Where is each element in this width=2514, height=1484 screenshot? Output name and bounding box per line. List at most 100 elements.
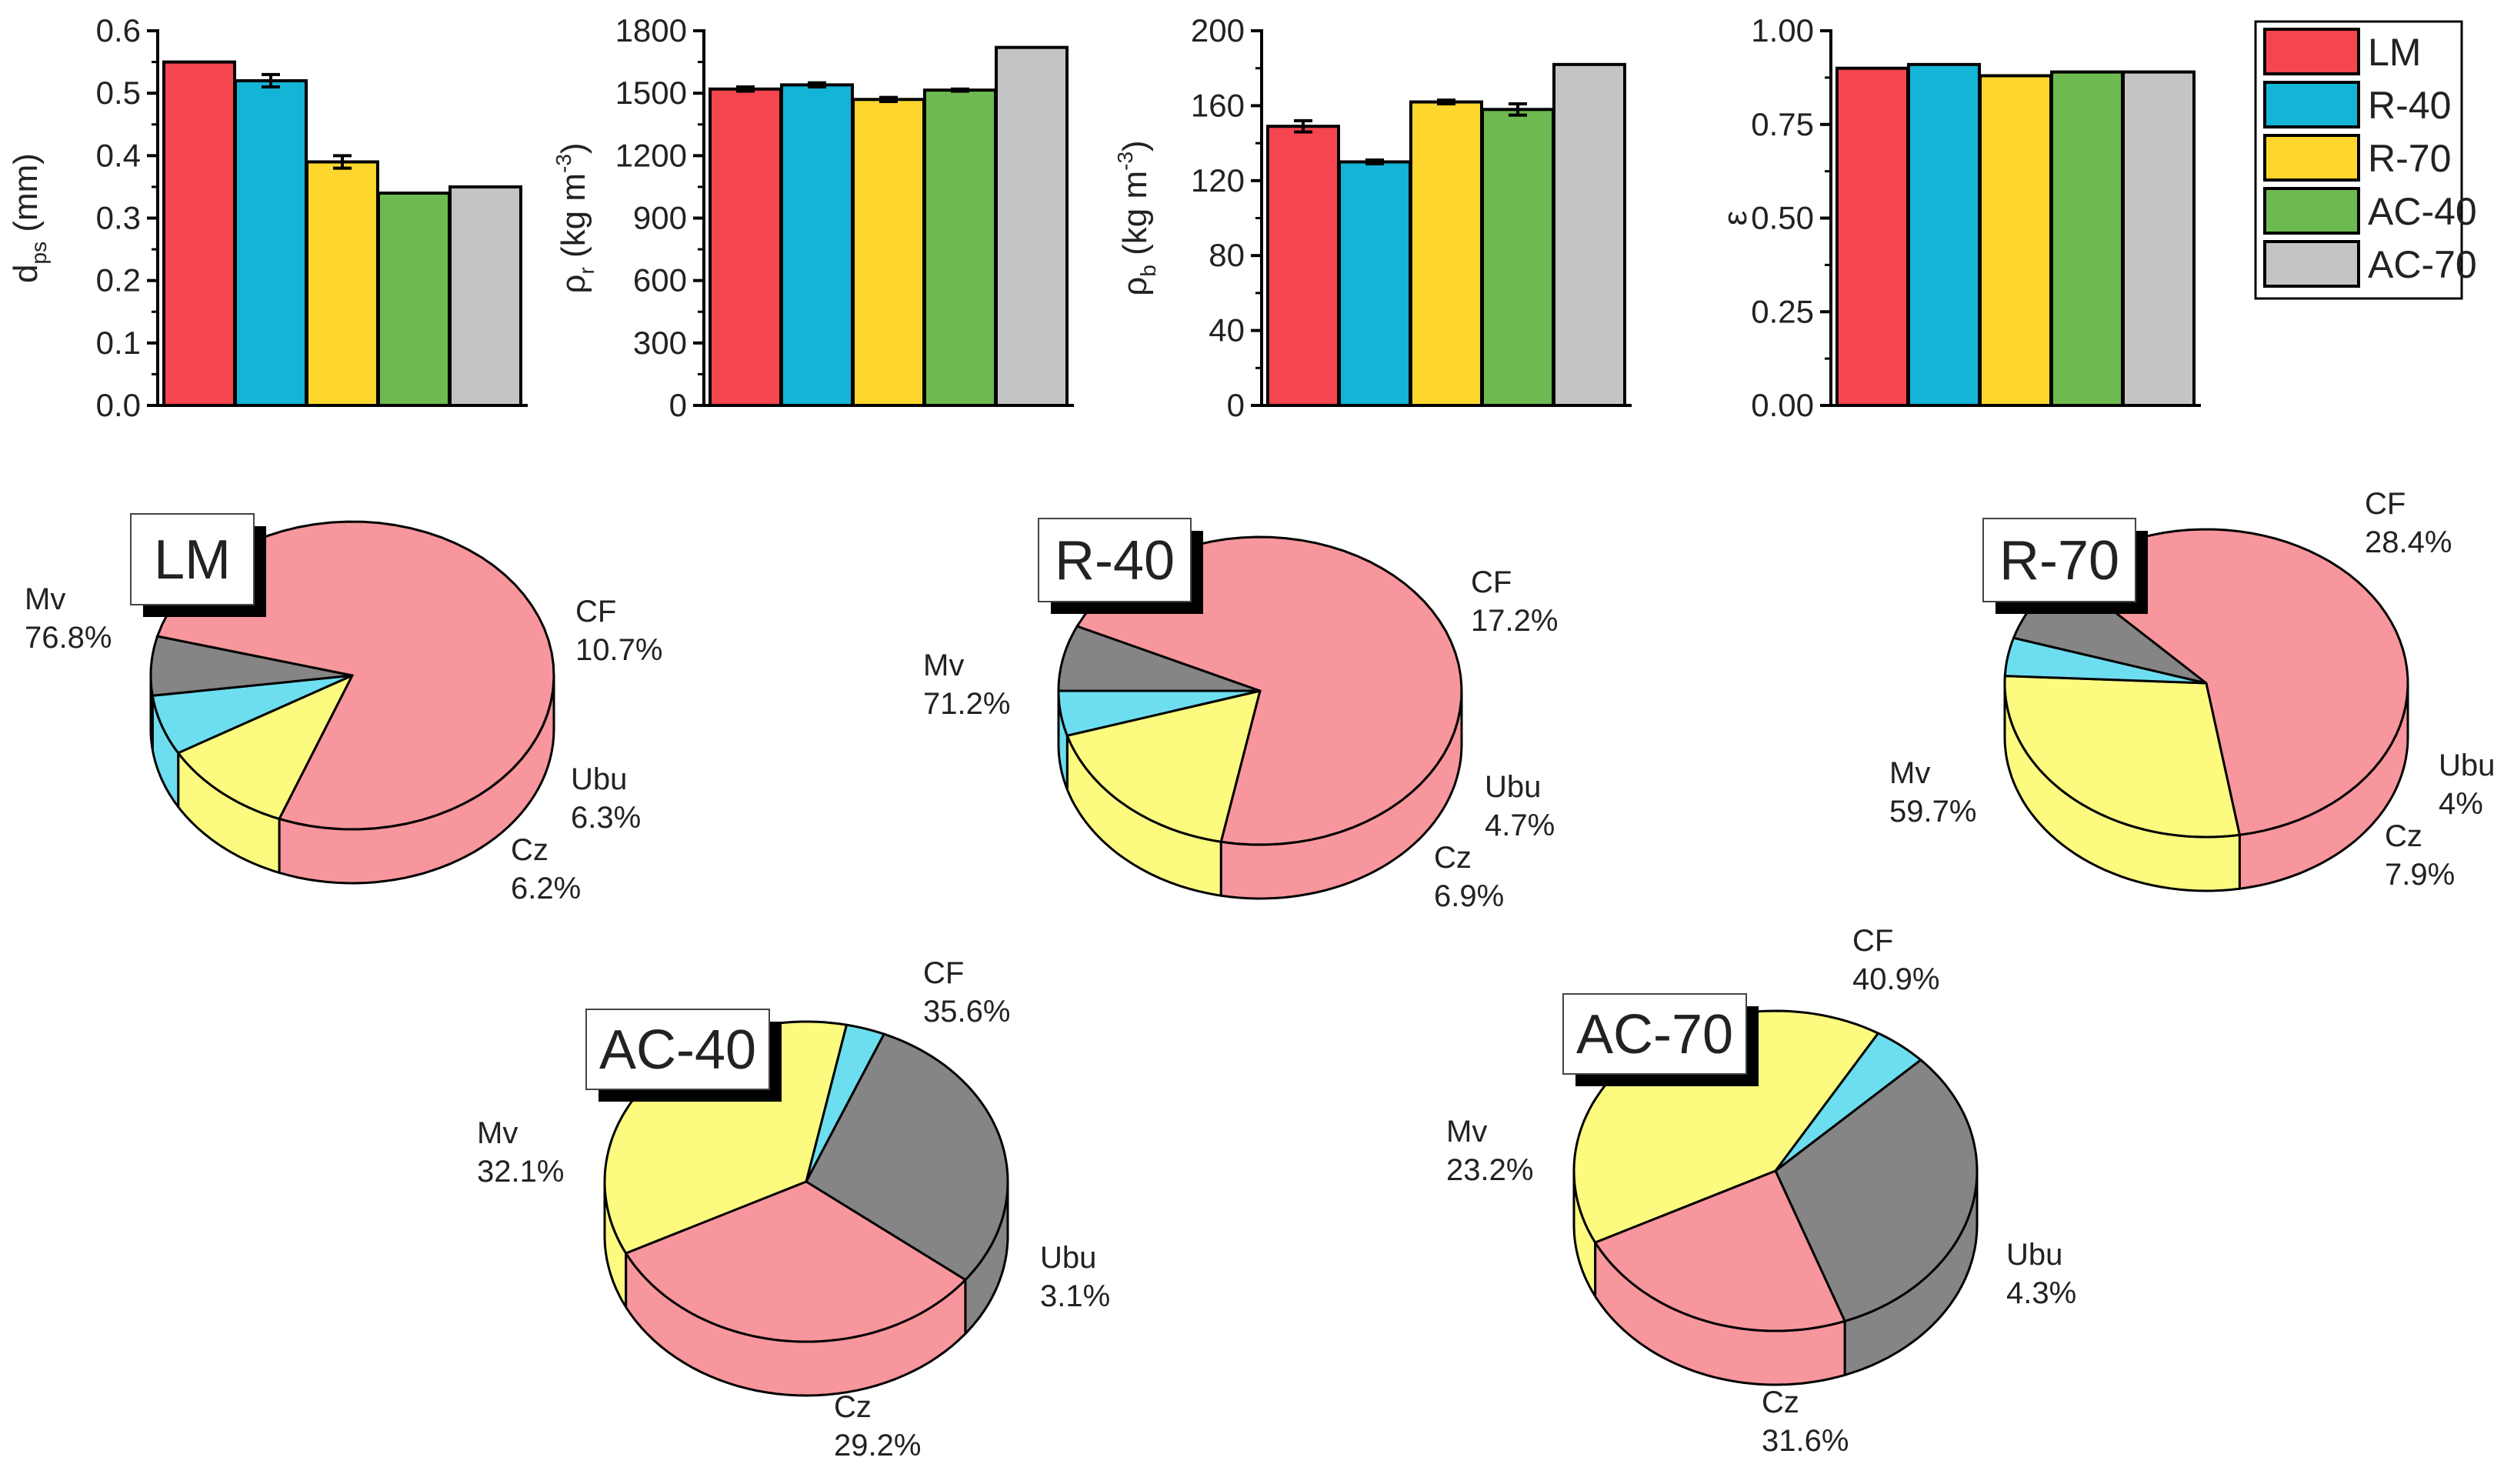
pie-title-box [1562,993,1747,1075]
bar-rho_r-R-70 [852,98,925,408]
pie-slice-R-70-Mv [2062,528,2409,836]
legend-label-AC-40: AC-40 [2368,190,2477,233]
bar-dps-R-40 [234,78,308,408]
pie-slice-AC-70-Ubu [1774,1032,1923,1172]
bar-rho_b-AC-70 [1552,62,1626,408]
pie-title-box [130,513,255,605]
pie-slice-AC-40-Mv [624,1180,968,1343]
tick-label-epsilon: 0.25 [1751,293,1814,329]
legend-label-AC-70: AC-70 [2368,243,2477,286]
pie-title-box [585,1009,770,1090]
legend-label-R-40: R-40 [2368,84,2451,127]
pie-label-value-AC-70-Cz: 31.6% [1762,1424,1849,1458]
ylabel-unit: (mm) [7,153,45,242]
pie-title-box [1038,518,1192,602]
bar-rho_r-AC-40 [923,88,997,407]
legend-swatch-R-70 [2263,134,2360,182]
ylabel-unit: (kg m [555,173,592,267]
pie-slice-R-70-CF [2003,675,2242,839]
pie-label-value-R-70-Ubu: 4% [2439,787,2483,821]
y-axis-label-epsilon: ε [1716,211,1754,226]
bar-epsilon-R-40 [1907,62,1981,408]
tick-label-dps: 0.0 [96,387,141,423]
tick-label-epsilon: 0.75 [1751,106,1814,142]
ylabel-main: d [7,264,45,282]
bar-rho_r-LM [709,87,782,407]
tick-label-epsilon: 0.50 [1751,200,1814,236]
tick-label-dps: 0.5 [96,75,141,111]
tick-label-rho_r: 900 [633,200,687,236]
bar-panel-rho_r: 0 300 600 900 1200 1500 1800 ρr (kg m-3) [552,12,1074,423]
pie-label-value-AC-70-CF: 40.9% [1852,962,1939,996]
tick-label-rho_b: 0 [1227,387,1245,423]
pie-label-value-R-70-Mv: 59.7% [1889,795,1976,829]
legend: LM R-40 R-70 AC-40 AC-70 [2254,20,2477,300]
pie-title-LM: LM [154,529,231,591]
ylabel-main: ε [1716,211,1754,226]
pie-slice-R-40-Cz [1057,625,1261,692]
tick-label-dps: 0.4 [96,137,141,173]
pie-label-name-AC-40-Ubu: Ubu [1040,1241,1096,1275]
pie-label-value-LM-Ubu: 6.3% [571,801,641,835]
pie-label-name-LM-Ubu: Ubu [571,762,627,796]
pie-label-name-AC-40-Cz: Cz [834,1390,872,1424]
pie-label-name-R-70-Cz: Cz [2385,819,2422,853]
pie-slice-R-40-Ubu [1057,689,1261,737]
tick-label-epsilon: 0.00 [1751,387,1814,423]
bar-dps-AC-40 [377,192,451,408]
y-axis-label-dps: dps (mm) [7,153,51,283]
y-axis-label-rho_b: ρb (kg m-3) [1113,140,1160,295]
bar-panel-epsilon: 0.00 0.25 0.50 0.75 1.00 ε [1716,12,2201,423]
bar-panel-rho_b: 0 40 80 120 160 200 ρb (kg m-3) [1113,12,1632,423]
pie-label-name-AC-70-Cz: Cz [1762,1386,1799,1419]
bar-epsilon-LM [1835,66,1909,407]
pie-slice-LM-CF [176,672,355,821]
tick-label-dps: 0.6 [96,12,141,48]
pie-title-R-70: R-70 [1999,530,2119,592]
bar-rho_r-R-40 [780,83,854,407]
ylabel-sup: -3 [1113,152,1137,171]
pie-label-name-R-40-Ubu: Ubu [1485,770,1541,804]
bar-epsilon-AC-70 [2122,70,2196,407]
pie-label-value-LM-Mv: 76.8% [25,621,112,655]
bar-epsilon-AC-40 [2050,70,2124,407]
bar-rho_r-AC-70 [995,45,1069,408]
pie-chart-AC-70: Mv 23.2% CF 40.9% Ubu 4.3% Cz 31.6% AC-70 [1446,924,2076,1458]
pie-label-value-R-40-Cz: 6.9% [1434,879,1504,913]
tick-label-rho_r: 1200 [615,137,687,173]
legend-label-LM: LM [2368,31,2421,74]
legend-swatch-R-40 [2263,81,2360,128]
ylabel-sub: ps [27,242,51,265]
pie-label-name-AC-70-Mv: Mv [1446,1115,1487,1149]
legend-swatch-LM [2263,28,2360,75]
ylabel-end: ) [1116,140,1154,152]
pie-title-AC-40: AC-40 [599,1019,756,1081]
pie-label-value-R-70-CF: 28.4% [2365,525,2452,559]
tick-label-rho_b: 160 [1191,87,1245,123]
ylabel-sup: -3 [552,154,575,173]
ylabel-sub: b [1136,265,1160,277]
bar-rho_b-R-40 [1338,160,1412,407]
pie-chart-LM: Mv 76.8% CF 10.7% Ubu 6.3% Cz 6.2% LM [25,513,662,905]
pie-label-value-AC-70-Ubu: 4.3% [2006,1276,2076,1310]
pie-slice-AC-70-Mv [1593,1169,1847,1332]
pie-label-value-LM-Cz: 6.2% [511,872,581,905]
bar-panel-dps: 0.0 0.1 0.2 0.3 0.4 0.5 0.6 dps (mm) [7,12,528,423]
legend-swatch-AC-40 [2263,187,2360,235]
pie-slice-LM-Cz [149,635,353,697]
tick-label-dps: 0.2 [96,262,141,298]
ylabel-sub: r [575,267,598,274]
pie-label-value-R-40-Mv: 71.2% [923,687,1010,721]
y-axis-label-rho_r: ρr (kg m-3) [552,142,598,293]
pie-chart-R-40: Mv 71.2% CF 17.2% Ubu 4.7% Cz 6.9% R-40 [923,518,1558,913]
bar-rho_b-R-70 [1409,100,1483,407]
bar-rho_b-LM [1266,125,1340,407]
pie-label-name-R-70-Mv: Mv [1889,756,1930,790]
pie-title-box [1982,518,2136,602]
pie-charts: Mv 76.8% CF 10.7% Ubu 6.3% Cz 6.2% LM Mv 71.2% CF 17… [25,487,2495,1462]
tick-label-rho_b: 200 [1191,12,1245,48]
ylabel-main: ρ [555,275,592,294]
bar-epsilon-R-70 [1979,74,2052,407]
tick-label-rho_b: 120 [1191,162,1245,198]
